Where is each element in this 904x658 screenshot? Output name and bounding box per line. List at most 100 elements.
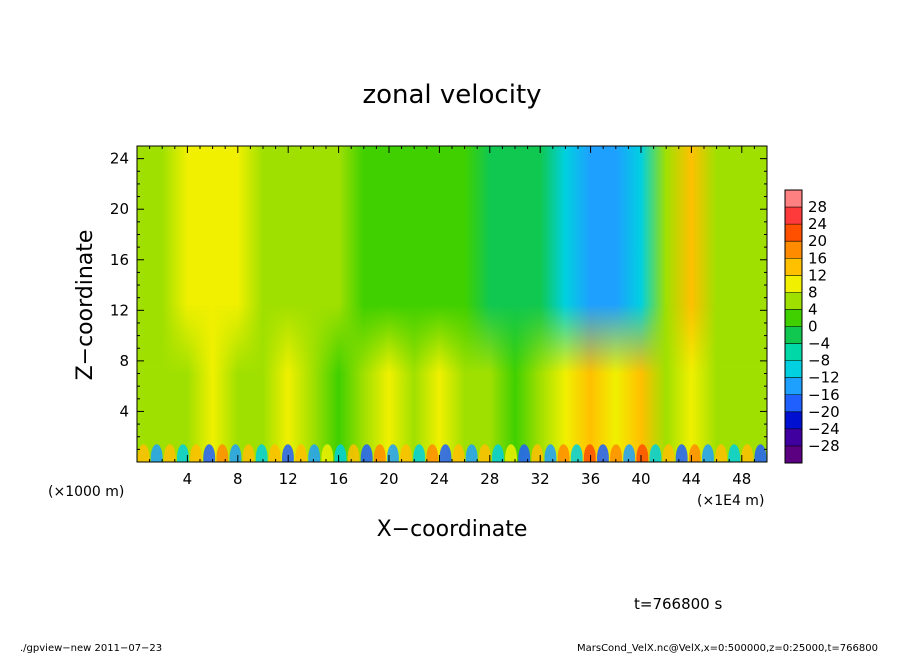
colorbar-label: −28 <box>808 437 840 455</box>
y-tick-label: 12 <box>110 301 129 319</box>
surface-cell <box>439 444 452 462</box>
surface-cell <box>728 444 741 462</box>
surface-cell <box>203 444 216 462</box>
surface-cell <box>150 444 163 462</box>
colorbar-swatch <box>785 326 802 344</box>
x-tick-label: 24 <box>430 470 449 488</box>
colorbar-label: −24 <box>808 420 840 438</box>
colorbar-swatch <box>785 411 802 430</box>
y-tick-label: 20 <box>110 200 129 218</box>
colorbar-swatch <box>785 258 802 276</box>
colorbar-swatch <box>785 428 802 447</box>
surface-cell <box>623 444 636 462</box>
x-axis: 4 8 12 16 20 24 28 32 36 40 44 48 <box>149 146 755 488</box>
colorbar-swatch <box>785 224 802 242</box>
surface-cell <box>216 444 229 462</box>
y-tick-label: 16 <box>110 251 129 269</box>
colorbar-label: −4 <box>808 335 830 353</box>
colorbar-label: 8 <box>808 283 818 301</box>
colorbar-swatch <box>785 377 802 396</box>
surface-cell <box>413 444 426 462</box>
x-axis-label: X−coordinate <box>377 517 528 542</box>
surface-cell <box>583 444 596 462</box>
footer-left: ./gpview−new 2011−07−23 <box>20 643 162 654</box>
surface-cell <box>688 444 701 462</box>
surface-cell <box>308 444 321 462</box>
colorbar-swatch <box>785 292 802 310</box>
colorbar-swatch <box>785 190 802 208</box>
surface-cell <box>137 444 150 462</box>
footer-right: MarsCond_VelX.nc@VelX,x=0:500000,z=0:250… <box>577 643 878 654</box>
colorbar-swatch <box>785 360 802 378</box>
x-tick-label: 28 <box>480 470 499 488</box>
colorbar-swatch <box>785 394 802 413</box>
colorbar-swatch <box>785 445 802 464</box>
surface-cell <box>701 444 714 462</box>
x-tick-label: 48 <box>732 470 751 488</box>
surface-cell <box>715 444 728 462</box>
y-axis: 4 8 12 16 20 24 <box>110 150 767 450</box>
colorbar-swatch <box>785 207 802 225</box>
x-tick-label: 12 <box>279 470 298 488</box>
surface-cell <box>163 444 176 462</box>
y-unit-label: (×1000 m) <box>48 484 124 500</box>
colorbar-swatch <box>785 241 802 259</box>
velocity-field <box>137 146 767 462</box>
y-axis-label: Z−coordinate <box>73 230 98 381</box>
surface-cell <box>570 444 583 462</box>
surface-cell <box>281 444 294 462</box>
surface-cell <box>295 444 308 462</box>
colorbar-label: 20 <box>808 232 827 250</box>
surface-cell <box>229 444 242 462</box>
surface-cell <box>426 444 439 462</box>
colorbar-label: 0 <box>808 318 818 336</box>
surface-cell <box>176 444 189 462</box>
surface-cell <box>334 444 347 462</box>
surface-cell <box>347 444 360 462</box>
surface-cell <box>518 444 531 462</box>
colorbar-label: −16 <box>808 386 840 404</box>
colorbar-label: 28 <box>808 198 827 216</box>
x-tick-label: 8 <box>233 470 243 488</box>
surface-cell <box>268 444 281 462</box>
y-tick-label: 24 <box>110 150 129 168</box>
surface-cell <box>636 444 649 462</box>
colorbar-label: 24 <box>808 215 827 233</box>
surface-cell <box>255 444 268 462</box>
surface-cell <box>531 444 544 462</box>
surface-cell <box>478 444 491 462</box>
surface-cell <box>544 444 557 462</box>
chart-title: zonal velocity <box>362 80 541 110</box>
surface-cell <box>465 444 478 462</box>
time-label: t=766800 s <box>634 595 722 613</box>
surface-cell <box>754 444 767 462</box>
x-unit-label: (×1E4 m) <box>697 493 764 509</box>
surface-cell <box>596 444 609 462</box>
surface-cell <box>452 444 465 462</box>
colorbar-label: −20 <box>808 403 840 421</box>
colorbar-label: 4 <box>808 300 818 318</box>
surface-cell <box>557 444 570 462</box>
surface-cell <box>360 444 373 462</box>
surface-cells <box>137 444 767 462</box>
x-tick-label: 44 <box>682 470 701 488</box>
colorbar-label: 12 <box>808 266 827 284</box>
surface-cell <box>675 444 688 462</box>
x-tick-label: 20 <box>379 470 398 488</box>
colorbar-swatch <box>785 343 802 361</box>
colorbar-label: 16 <box>808 249 827 267</box>
surface-cell <box>400 444 413 462</box>
x-tick-label: 36 <box>581 470 600 488</box>
x-tick-label: 32 <box>531 470 550 488</box>
surface-cell <box>649 444 662 462</box>
x-tick-label: 16 <box>329 470 348 488</box>
field-lower-layer <box>137 146 767 462</box>
x-tick-label: 4 <box>183 470 193 488</box>
surface-cell <box>662 444 675 462</box>
colorbar-swatch <box>785 275 802 293</box>
surface-cell <box>373 444 386 462</box>
surface-cell <box>190 444 203 462</box>
